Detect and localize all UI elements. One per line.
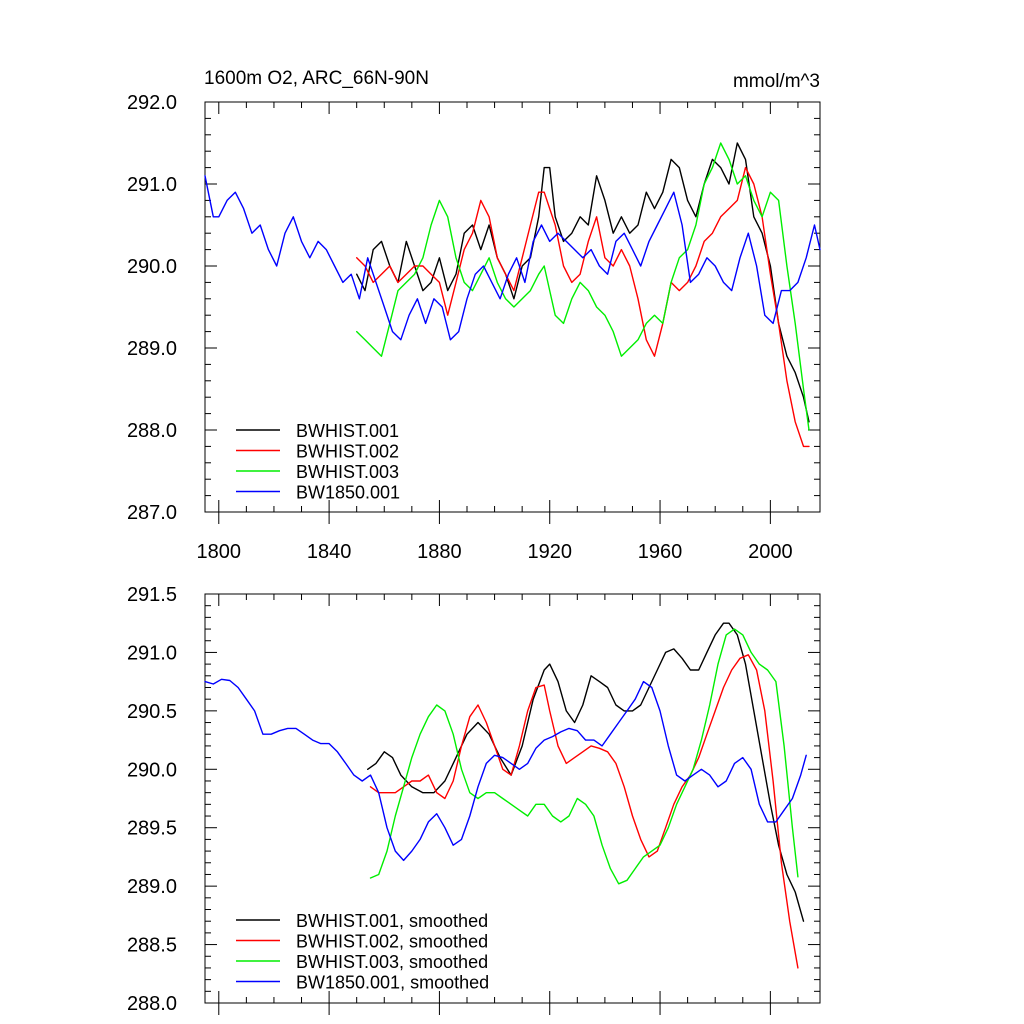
x-tick-label: 1800 <box>197 541 242 563</box>
legend-label: BWHIST.001, smoothed <box>296 911 488 931</box>
bottom-panel: 288.0 288.5 289.0 289.5 290.0 290.5 291.0 291.5… <box>127 584 821 1015</box>
legend-label: BWHIST.002 <box>296 442 399 462</box>
y-tick-label: 290.5 <box>127 701 177 723</box>
series-line-4 <box>204 678 807 862</box>
series-line-2 <box>356 166 810 448</box>
x-tick-label: 1960 <box>638 541 683 563</box>
legend-label: BWHIST.002, smoothed <box>296 932 488 952</box>
chart-title: 1600m O2, ARC_66N-90N <box>204 68 429 89</box>
legend-label: BWHIST.001 <box>296 421 399 441</box>
x-tick-label: 2000 <box>748 541 793 563</box>
x-tick-label: 1880 <box>417 541 462 563</box>
series-line-3 <box>356 142 810 431</box>
series-line-2 <box>369 654 799 969</box>
y-tick-label: 288.5 <box>127 935 177 957</box>
y-tick-label: 291.5 <box>127 584 177 606</box>
y-tick-label: 292.0 <box>127 92 177 114</box>
top-panel: 287.0 288.0 289.0 290.0 291.0 292.0 1800 1840 18… <box>127 92 821 563</box>
y-tick-label: 291.0 <box>127 174 177 196</box>
y-tick-label: 288.0 <box>127 420 177 442</box>
plot-frame <box>204 101 821 513</box>
y-tick-label: 287.0 <box>127 502 177 524</box>
y-tick-label: 289.0 <box>127 338 177 360</box>
legend-label: BWHIST.003 <box>296 462 399 482</box>
series-line-1 <box>356 142 810 423</box>
x-tick-label: 1840 <box>307 541 352 563</box>
legend-label: BW1850.001 <box>296 483 400 503</box>
plot-frame <box>204 593 821 1004</box>
y-tick-label: 288.0 <box>127 993 177 1015</box>
legend-label: BWHIST.003, smoothed <box>296 952 488 972</box>
y-tick-label: 289.5 <box>127 818 177 840</box>
y-tick-label: 290.0 <box>127 759 177 781</box>
x-tick-label: 1920 <box>527 541 572 563</box>
series-line-3 <box>369 628 799 885</box>
y-tick-label: 289.0 <box>127 876 177 898</box>
legend-label: BW1850.001, smoothed <box>296 973 489 993</box>
y-tick-label: 290.0 <box>127 256 177 278</box>
units-label: mmol/m^3 <box>733 71 820 92</box>
series-line-4 <box>204 175 821 341</box>
y-tick-label: 291.0 <box>127 642 177 664</box>
series-line-1 <box>367 622 805 922</box>
